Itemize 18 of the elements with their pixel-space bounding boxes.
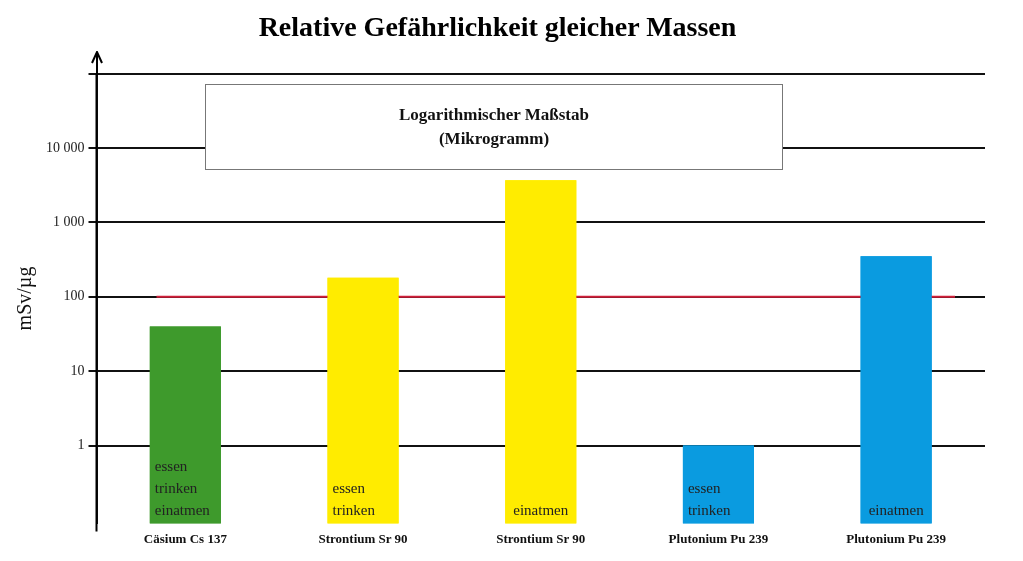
x-tick-label: Strontium Sr 90 (496, 530, 586, 546)
data-label: essen trinken (332, 480, 376, 519)
x-tick-label: Strontium Sr 90 (318, 530, 408, 546)
data-label: essen trinken (687, 480, 731, 519)
y-tick-label: 1 (77, 437, 85, 453)
data-label: essen trinken einatmen (154, 458, 211, 519)
data-label: einatmen (513, 502, 569, 519)
y-tick-label: 1 000 (53, 214, 85, 230)
y-axis-title: mSv/µg (13, 266, 37, 331)
y-tick-label: 100 (63, 288, 85, 304)
x-tick-label: Plutonium Pu 239 (668, 530, 769, 546)
x-tick-label: Plutonium Pu 239 (846, 530, 947, 546)
chart-title: Relative Gefährlichkeit gleicher Massen (258, 11, 737, 43)
data-label: einatmen (868, 502, 925, 519)
x-tick-label: Cäsium Cs 137 (143, 530, 228, 546)
y-tick-label: 10 (70, 362, 85, 378)
y-tick-label: 10 000 (46, 139, 85, 155)
note-box: Logarithmischer Maßstab (Mikrogramm) (205, 83, 783, 170)
